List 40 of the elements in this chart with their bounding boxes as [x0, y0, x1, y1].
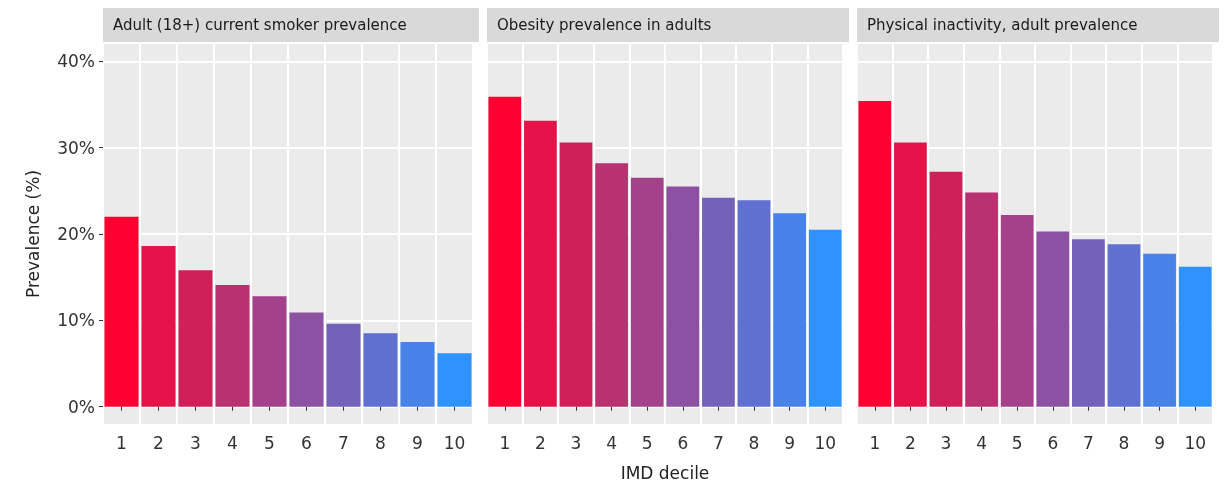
x-tick-label: 5: [641, 432, 653, 453]
y-axis-title: Prevalence (%): [22, 169, 43, 299]
x-tick-label: 9: [1154, 432, 1166, 453]
x-tick-label: 3: [190, 432, 201, 453]
x-tick-label: 8: [375, 432, 386, 453]
x-tick-label: 8: [1118, 432, 1130, 453]
x-tick-label: 6: [677, 432, 689, 453]
chart-title: Physical inactivity, adult prevalence: [867, 15, 1138, 34]
x-tick-label: 5: [264, 432, 275, 453]
x-tick-label: 6: [1047, 432, 1059, 453]
y-tick-label: 0%: [68, 396, 95, 417]
y-tick-label: 10%: [57, 310, 95, 331]
x-tick-label: 4: [227, 432, 238, 453]
y-tick-label: 40%: [57, 51, 95, 72]
x-tick-label: 1: [869, 432, 881, 453]
x-tick-label: 9: [412, 432, 423, 453]
x-tick-label: 1: [116, 432, 127, 453]
x-tick-label: 7: [1082, 432, 1094, 453]
x-tick-label: 10: [814, 432, 837, 453]
x-tick-label: 3: [940, 432, 952, 453]
chart-title: Adult (18+) current smoker prevalence: [113, 15, 407, 34]
chart-title: Obesity prevalence in adults: [497, 15, 712, 34]
x-tick-label: 6: [301, 432, 312, 453]
x-tick-label: 4: [606, 432, 618, 453]
x-tick-label: 4: [976, 432, 988, 453]
y-tick-label: 20%: [57, 224, 95, 244]
x-tick-label: 2: [534, 432, 546, 453]
x-axis-title: IMD decile: [620, 462, 710, 483]
x-tick-label: 10: [1184, 432, 1207, 453]
x-tick-label: 3: [570, 432, 582, 453]
x-tick-label: 10: [443, 432, 466, 453]
x-tick-label: 8: [748, 432, 760, 453]
x-tick-label: 9: [784, 432, 796, 453]
x-tick-label: 7: [338, 432, 349, 453]
y-tick-label: 30%: [57, 137, 95, 158]
x-tick-label: 5: [1011, 432, 1023, 453]
x-tick-label: 2: [153, 432, 164, 453]
x-tick-label: 7: [712, 432, 724, 453]
x-tick-label: 2: [904, 432, 916, 453]
x-tick-label: 1: [499, 432, 511, 453]
